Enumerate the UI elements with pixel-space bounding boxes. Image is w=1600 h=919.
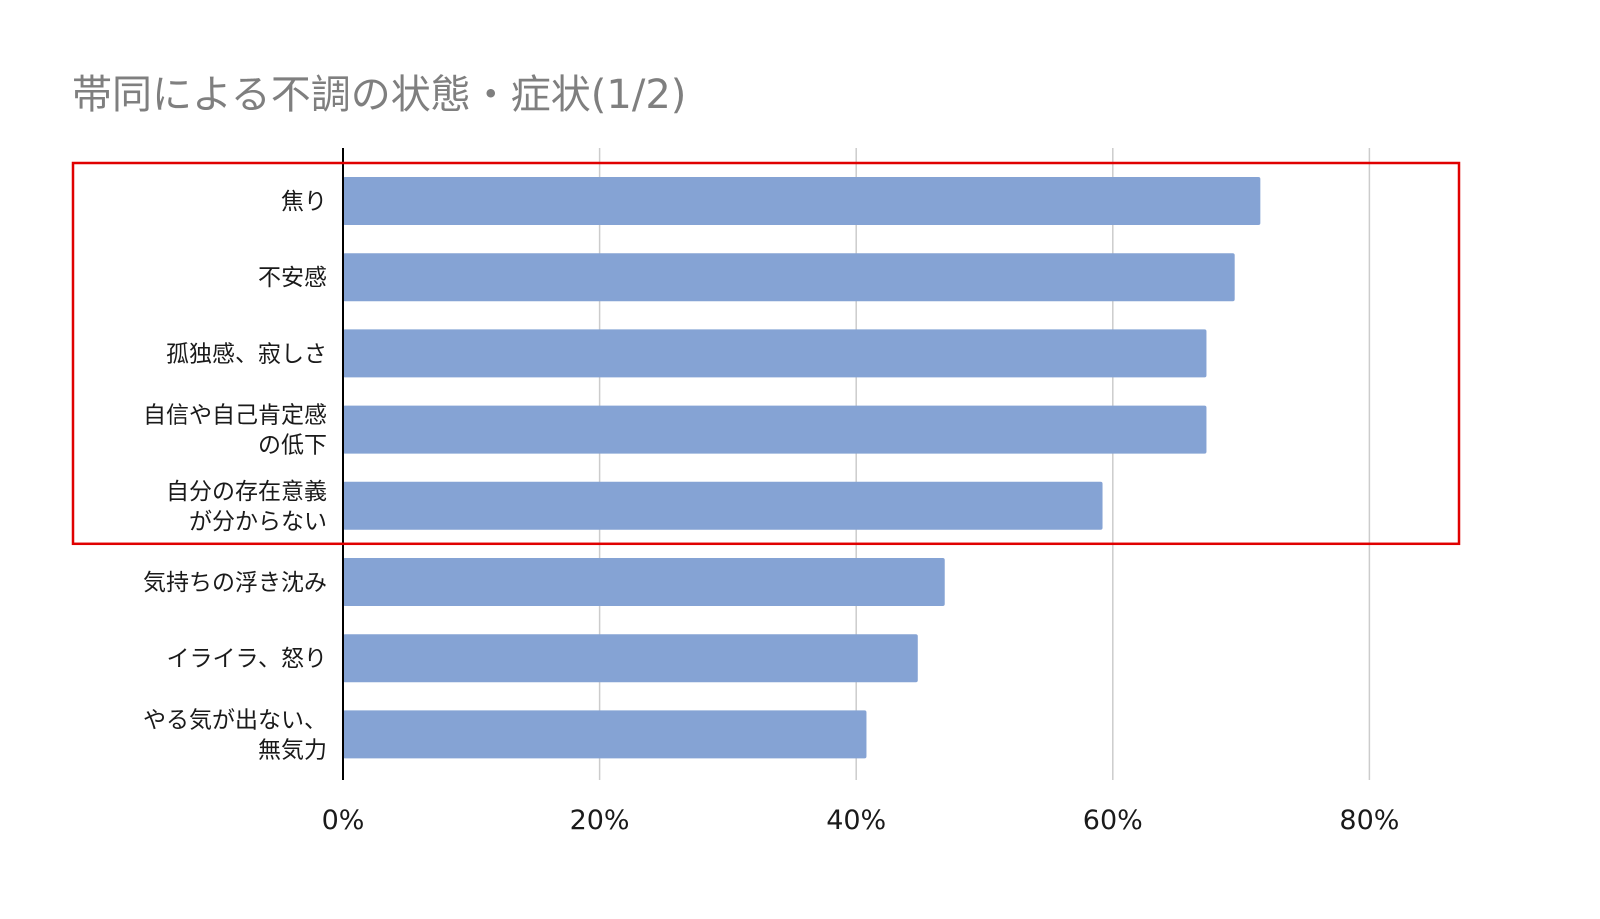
category-label: 孤独感、寂しさ — [166, 341, 327, 367]
bar-1 — [343, 253, 1235, 302]
bar-4 — [343, 481, 1103, 530]
x-tick-label: 60% — [1083, 805, 1143, 836]
category-label: 不安感 — [258, 265, 327, 291]
category-label: やる気が出ない、無気力 — [143, 707, 327, 763]
x-tick-label: 0% — [322, 805, 365, 836]
bar-7 — [343, 710, 867, 759]
bar-2 — [343, 329, 1207, 378]
bar-0 — [343, 177, 1261, 225]
x-tick-label: 20% — [570, 805, 630, 836]
chart-title: 帯同による不調の状態・症状(1/2) — [72, 72, 687, 118]
category-label: 自信や自己肯定感の低下 — [143, 403, 327, 459]
x-tick-label: 80% — [1339, 805, 1399, 836]
bar-3 — [343, 405, 1207, 454]
highlight-box — [71, 161, 1461, 546]
category-label: 焦り — [281, 189, 327, 215]
category-label: 気持ちの浮き沈み — [143, 570, 327, 596]
bar-5 — [343, 558, 945, 606]
x-tick-label: 40% — [826, 805, 886, 836]
category-label: 自分の存在意義が分からない — [166, 479, 327, 535]
category-label: イライラ、怒り — [166, 646, 327, 672]
bar-6 — [343, 634, 918, 683]
